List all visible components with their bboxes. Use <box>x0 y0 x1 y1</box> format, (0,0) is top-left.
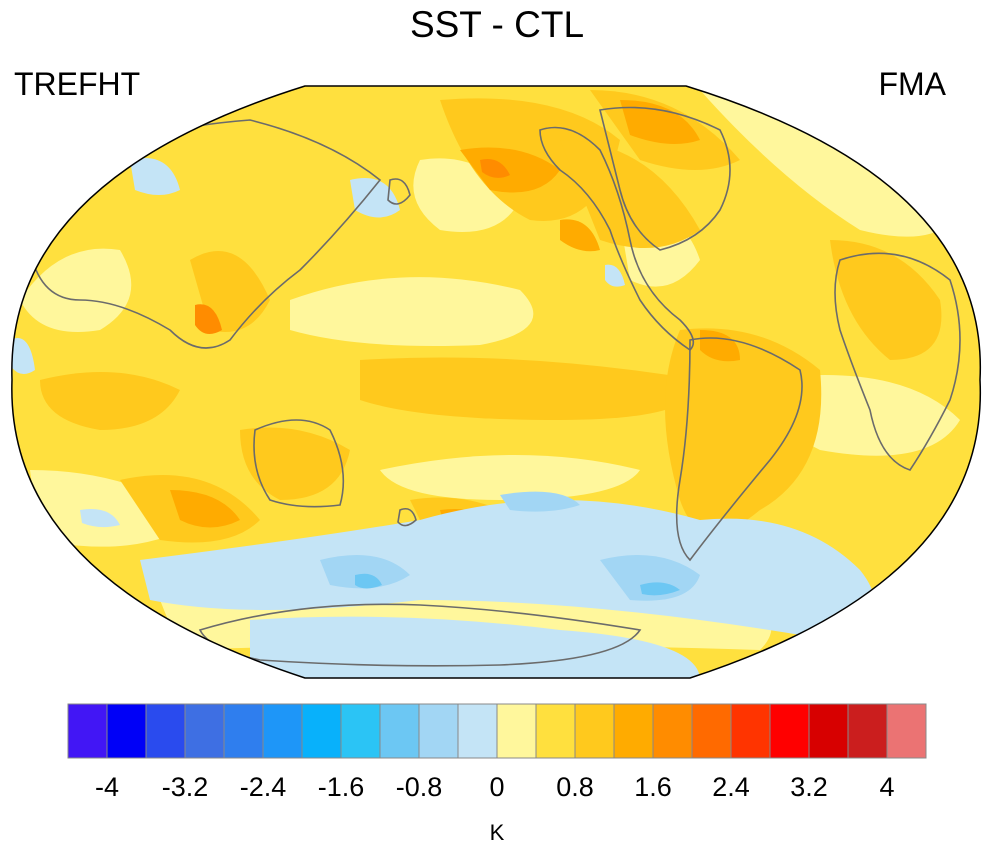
colorbar-tick-label: 3.2 <box>790 772 828 802</box>
colorbar-tick-label: -3.2 <box>162 772 209 802</box>
colorbar-box <box>184 703 225 759</box>
colorbar-box <box>145 703 186 759</box>
colorbar-tick-label: -1.6 <box>318 772 365 802</box>
colorbar-box <box>769 703 810 759</box>
colorbar-box <box>262 703 303 759</box>
colorbar-box <box>301 703 342 759</box>
coastlines <box>29 106 961 667</box>
colorbar-box <box>379 703 420 759</box>
colorbar-tick-label: -4 <box>95 772 119 802</box>
variable-label: TREFHT <box>14 66 141 102</box>
colorbar-box <box>808 703 849 759</box>
colorbar-box <box>574 703 615 759</box>
colorbar-box <box>106 703 147 759</box>
colorbar-tick-label: 1.6 <box>634 772 672 802</box>
colorbar-box <box>67 703 108 759</box>
colorbar-tick-label: 0 <box>489 772 504 802</box>
colorbar-ticks: -4 -3.2 -2.4 -1.6 -0.8 0 0.8 1.6 2.4 3.2 4 <box>95 772 895 802</box>
colorbar-tick-label: -2.4 <box>240 772 287 802</box>
colorbar-box <box>613 703 654 759</box>
colorbar-box <box>496 703 537 759</box>
colorbar-box <box>535 703 576 759</box>
colorbar-box <box>847 703 888 759</box>
colorbar-box <box>223 703 264 759</box>
map-border <box>11 85 982 679</box>
colorbar-tick-label: -0.8 <box>396 772 443 802</box>
colorbar-boxes <box>67 703 927 759</box>
plot-title: SST - CTL <box>409 4 585 45</box>
colorbar-tick-label: 4 <box>879 772 894 802</box>
colorbar-box <box>730 703 771 759</box>
colorbar-tick-label: 0.8 <box>556 772 594 802</box>
units-label: K <box>489 820 505 845</box>
season-label: FMA <box>878 66 946 102</box>
colorbar-box <box>340 703 381 759</box>
colorbar-box <box>886 703 927 759</box>
colorbar-box <box>652 703 693 759</box>
colorbar-box <box>457 703 498 759</box>
colorbar-tick-label: 2.4 <box>712 772 750 802</box>
colorbar-box <box>691 703 732 759</box>
colorbar-box <box>418 703 459 759</box>
temperature-field <box>11 86 981 678</box>
